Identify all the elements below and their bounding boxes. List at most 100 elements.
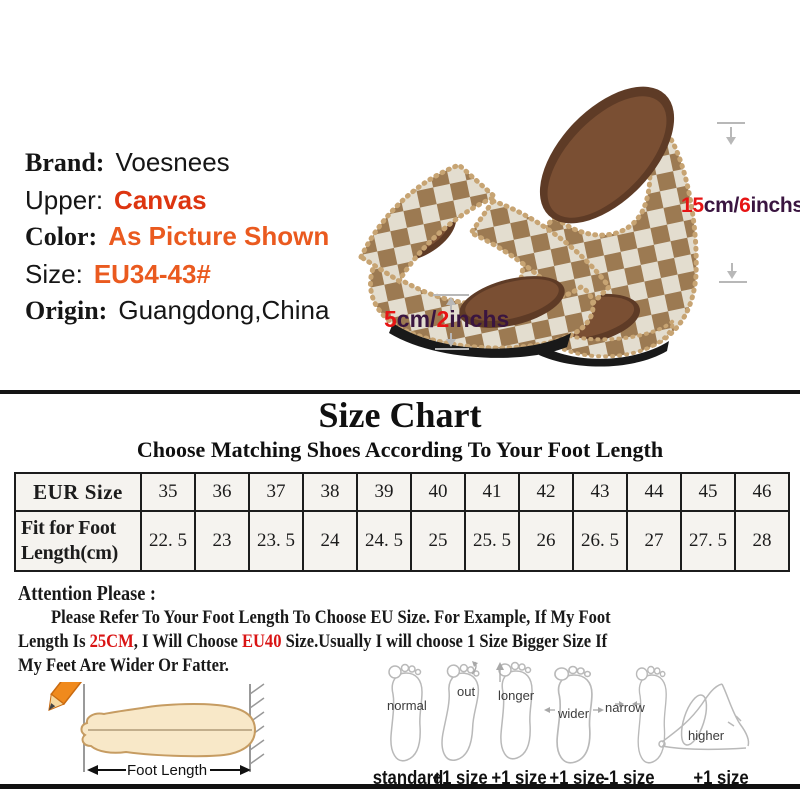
outsole: [539, 341, 669, 367]
table-cell: 41: [464, 472, 520, 512]
section-divider-top: [0, 390, 800, 394]
attention-title: Attention Please :: [18, 581, 157, 605]
platform-inch-unit: inchs: [449, 306, 510, 332]
attr-upper: Upper: Canvas: [25, 182, 329, 219]
attention-line-3: My Feet Are Wider Or Fatter.: [18, 655, 229, 676]
attention-line-1: Please Refer To Your Foot Length To Choo…: [51, 607, 611, 628]
front-sandal: [357, 162, 596, 358]
foot-label-wider: wider: [557, 706, 590, 721]
attention-note: Attention Please : Please Refer To Your …: [18, 581, 611, 678]
brand-label: Brand:: [25, 148, 105, 177]
table-cell: 28: [734, 510, 790, 572]
table-cell: 42: [518, 472, 574, 512]
table-cell: 27: [626, 510, 682, 572]
foot-label-narrow: narrow: [605, 700, 645, 715]
upper-value: Canvas: [114, 184, 207, 215]
brand-value: Voesnees: [115, 147, 230, 177]
foot-label-normal: normal: [387, 698, 427, 713]
foot-label-higher: higher: [688, 728, 725, 743]
table-cell: 26. 5: [572, 510, 628, 572]
strap: [357, 162, 500, 285]
foot-longer: [498, 661, 533, 760]
platform-height-label: 5cm/2inchs: [384, 306, 509, 333]
heel-height-label: 15cm/6inchs: [681, 194, 800, 218]
heel-height-marks: [717, 122, 747, 283]
table-cell: 36: [194, 472, 250, 512]
foot-length-header-line1: Fit for Foot: [21, 517, 116, 539]
table-cell: 35: [140, 472, 196, 512]
table-cell: 22. 5: [140, 510, 196, 572]
heel-inch-unit: inchs: [750, 194, 800, 217]
foot-out: [437, 662, 482, 763]
attention-text: , I Will Choose: [133, 631, 242, 652]
foot-length-header-line2: Length(cm): [21, 542, 118, 564]
foot-length-label: Foot Length: [127, 762, 207, 779]
color-value: As Picture Shown: [108, 221, 330, 251]
table-cell: 40: [410, 472, 466, 512]
origin-value: Guangdong,China: [118, 295, 330, 325]
table-row-foot-length: Fit for Foot Length(cm) 22. 5 23 23. 5 24…: [14, 510, 790, 572]
attr-brand: Brand: Voesnees: [25, 144, 329, 182]
foot-length-header: Fit for Foot Length(cm): [14, 510, 142, 572]
platform-inch-number: 2: [436, 306, 450, 332]
fit-size-wider: +1 size: [549, 768, 605, 789]
heel-cm-number: 15: [681, 194, 704, 217]
size-chart-title: Size Chart: [318, 395, 482, 435]
section-divider-bottom: [0, 784, 800, 789]
foot-length-dimension: Foot Length: [87, 762, 251, 779]
foot-label-out: out: [457, 684, 475, 699]
back-sandal: [467, 86, 699, 367]
pencil-icon: [48, 682, 90, 711]
size-chart-table: EUR Size 35 36 37 38 39 40 41 42 43 44 4…: [14, 472, 790, 572]
table-cell: 43: [572, 472, 628, 512]
fit-feet-diagram: normal out longer wider narrow higher: [387, 661, 750, 764]
attention-text: Size.Usually I will choose 1 Size Bigger…: [281, 631, 608, 652]
table-cell: 27. 5: [680, 510, 736, 572]
highlight-25cm: 25CM: [89, 631, 134, 652]
platform-cm-unit: cm/: [396, 306, 437, 332]
fit-feet-labels: normal out longer wider narrow higher: [387, 684, 725, 743]
table-row-eur-size: EUR Size 35 36 37 38 39 40 41 42 43 44 4…: [14, 472, 790, 512]
platform-cm-number: 5: [384, 306, 397, 332]
product-attributes: Brand: Voesnees Upper: Canvas Color: As Pic…: [25, 144, 329, 330]
highlight-eu40: EU40: [241, 631, 282, 652]
table-cell: 25: [410, 510, 466, 572]
table-cell: 24. 5: [356, 510, 412, 572]
size-value: EU34-43#: [93, 258, 211, 289]
origin-label: Origin:: [25, 296, 108, 325]
fit-size-longer: +1 size: [491, 768, 547, 789]
insole: [547, 96, 667, 218]
attr-size: Size: EU34-43#: [25, 256, 329, 293]
table-cell: 46: [734, 472, 790, 512]
attention-line-2: Length Is 25CM, I Will Choose EU40 Size.…: [18, 630, 611, 654]
heel-cm-unit: cm/: [703, 194, 740, 217]
table-cell: 26: [518, 510, 574, 572]
attention-text: Length Is: [18, 631, 90, 652]
fit-size-out: +1 size: [432, 768, 488, 789]
table-cell: 45: [680, 472, 736, 512]
table-cell: 23. 5: [248, 510, 304, 572]
toe-footbed: [465, 279, 559, 321]
heel-inch-number: 6: [739, 194, 751, 217]
table-cell: 37: [248, 472, 304, 512]
table-cell: 23: [194, 510, 250, 572]
attr-color: Color: As Picture Shown: [25, 218, 329, 256]
table-cell: 38: [302, 472, 358, 512]
foot-higher-side-view: [658, 683, 750, 751]
product-photo: [357, 86, 747, 367]
table-cell: 39: [356, 472, 412, 512]
platform-height-marks: [433, 294, 469, 350]
table-cell: 24: [302, 510, 358, 572]
fit-size-standard: standard: [372, 768, 444, 789]
eur-size-header: EUR Size: [14, 472, 142, 512]
fit-size-higher: +1 size: [693, 768, 749, 789]
foot-length-diagram: Foot Length: [48, 682, 265, 779]
foot-label-longer: longer: [498, 688, 535, 703]
outsole: [389, 323, 571, 358]
table-cell: 25. 5: [464, 510, 520, 572]
color-label: Color:: [25, 222, 98, 251]
size-chart-subtitle: Choose Matching Shoes According To Your …: [136, 437, 664, 462]
fit-size-narrow: -1 size: [603, 768, 655, 789]
attr-origin: Origin: Guangdong,China: [25, 292, 329, 330]
table-cell: 44: [626, 472, 682, 512]
